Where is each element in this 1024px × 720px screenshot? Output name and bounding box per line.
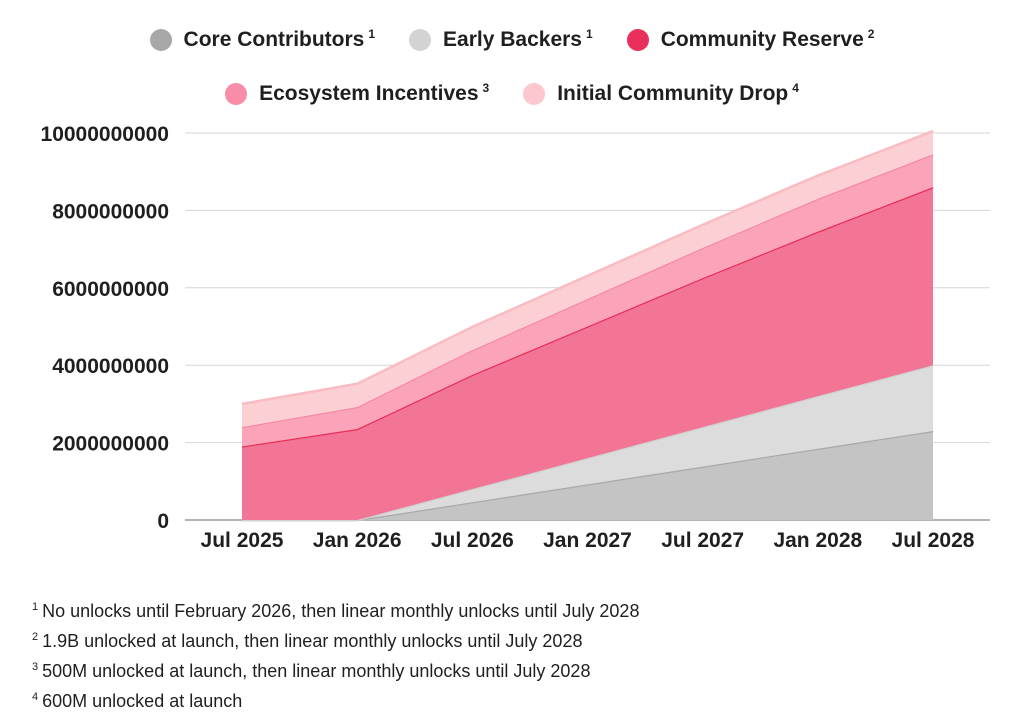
x-tick-label: Jul 2025 [201,529,284,552]
footnotes: 1 No unlocks until February 2026, then li… [32,594,639,714]
legend-label: Community Reserve 2 [660,27,875,51]
legend-item-initial-community-drop[interactable]: Initial Community Drop 4 [523,81,799,106]
legend-swatch-early-backers [409,28,432,51]
legend-item-core-contributors[interactable]: Core Contributors 1 [149,27,376,52]
x-tick-label: Jul 2026 [431,529,514,552]
legend-label: Core Contributors 1 [183,27,376,51]
x-tick-label: Jan 2028 [773,529,862,552]
y-tick-label: 4000000000 [52,355,169,378]
area-community-reserve [242,187,933,520]
legend-row-1: Core Contributors 1 Early Backers 1 Commun… [0,27,1024,52]
legend-swatch-ecosystem-incentives [225,82,248,105]
legend-item-early-backers[interactable]: Early Backers 1 [409,27,593,52]
y-tick-label: 0 [157,510,169,533]
footnote-3: 3 500M unlocked at launch, then linear mo… [32,661,591,681]
x-tick-label: Jul 2027 [661,529,744,552]
y-tick-label: 8000000000 [52,200,169,223]
area-initial-community-drop [242,131,933,428]
x-tick-label: Jan 2027 [543,529,632,552]
legend-row-2: Ecosystem Incentives 3 Initial Community … [0,81,1024,106]
x-tick-label: Jan 2026 [313,529,402,552]
y-tick-label: 10000000000 [41,123,169,146]
footnote-1: 1 No unlocks until February 2026, then li… [32,601,640,621]
footnote-4: 4 600M unlocked at launch [32,691,243,711]
legend-swatch-initial-community-drop [523,82,546,105]
legend-swatch-core-contributors [149,28,172,51]
area-core-contributors [242,430,933,520]
legend-label: Initial Community Drop 4 [557,81,799,105]
legend-label: Ecosystem Incentives 3 [259,81,490,105]
legend-item-ecosystem-incentives[interactable]: Ecosystem Incentives 3 [225,81,489,106]
legend-swatch-community-reserve [626,28,649,51]
x-tick-label: Jul 2028 [892,529,975,552]
line-initial-community-drop [241,129,934,406]
y-tick-label: 2000000000 [52,433,169,456]
legend-item-community-reserve[interactable]: Community Reserve 2 [626,27,875,52]
footnote-2: 2 1.9B unlocked at launch, then linear mo… [32,631,583,651]
legend-label: Early Backers 1 [443,27,593,51]
area-early-backers [242,365,933,520]
y-tick-label: 6000000000 [52,278,169,301]
